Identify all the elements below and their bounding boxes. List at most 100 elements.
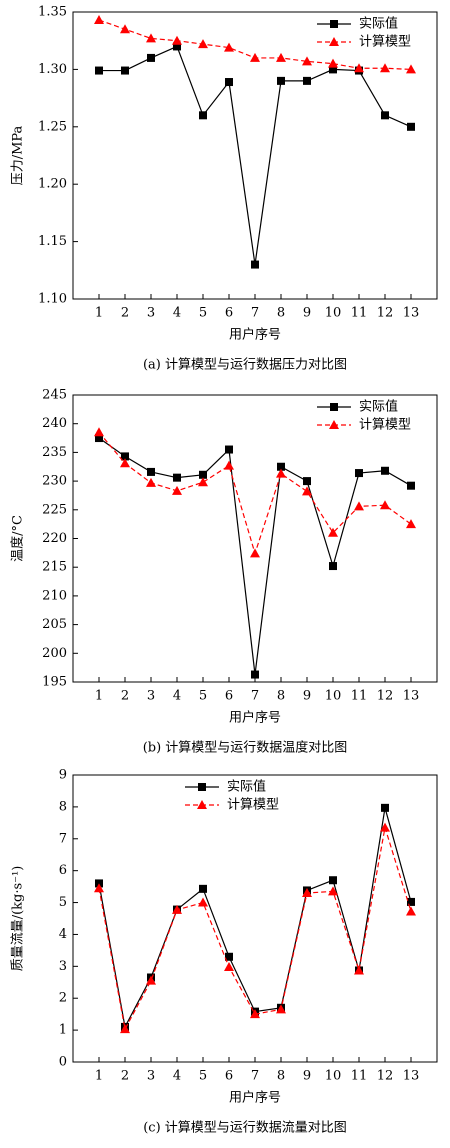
series-line xyxy=(98,807,412,1029)
x-tick-label: 7 xyxy=(251,306,259,321)
marker xyxy=(94,15,104,25)
marker xyxy=(224,961,234,971)
x-tick-label: 1 xyxy=(95,1069,103,1084)
legend-marker xyxy=(330,20,338,28)
marker xyxy=(277,76,285,85)
x-tick-label: 6 xyxy=(225,306,233,321)
marker xyxy=(198,477,208,487)
marker xyxy=(199,470,207,479)
marker xyxy=(329,65,337,74)
marker xyxy=(276,1004,286,1014)
legend-marker xyxy=(197,800,207,809)
y-tick-label: 2 xyxy=(59,991,67,1006)
marker xyxy=(250,52,260,62)
marker xyxy=(95,434,103,443)
x-tick-label: 5 xyxy=(199,689,207,704)
x-tick-label: 5 xyxy=(199,1069,207,1084)
marker xyxy=(381,803,389,812)
marker xyxy=(328,527,338,537)
marker xyxy=(276,468,286,478)
marker xyxy=(277,462,285,471)
y-tick-label: 215 xyxy=(42,560,67,575)
legend-marker xyxy=(198,783,206,791)
x-tick-label: 3 xyxy=(147,689,155,704)
legend-marker xyxy=(329,37,339,46)
x-tick-label: 9 xyxy=(303,306,311,321)
marker xyxy=(302,887,312,897)
x-tick-label: 13 xyxy=(403,1069,420,1084)
x-tick-label: 1 xyxy=(95,689,103,704)
caption: (b) 计算模型与运行数据温度对比图 xyxy=(143,740,348,756)
marker xyxy=(224,460,234,470)
y-tick-label: 245 xyxy=(42,388,67,403)
marker xyxy=(94,427,104,437)
marker xyxy=(381,466,389,475)
marker xyxy=(224,42,234,52)
marker xyxy=(407,481,415,490)
marker xyxy=(199,884,207,893)
marker xyxy=(146,477,156,487)
y-tick-label: 200 xyxy=(42,646,67,661)
marker xyxy=(407,897,415,906)
marker xyxy=(381,111,389,120)
marker xyxy=(95,66,103,75)
y-tick-label: 1.35 xyxy=(38,5,67,20)
marker xyxy=(380,500,390,510)
x-tick-label: 8 xyxy=(277,689,285,704)
y-tick-label: 6 xyxy=(59,863,67,878)
x-tick-label: 9 xyxy=(303,1069,311,1084)
marker xyxy=(199,111,207,120)
y-tick-label: 1.15 xyxy=(38,234,67,249)
y-tick-label: 1 xyxy=(59,1023,67,1038)
y-tick-label: 1.10 xyxy=(38,292,67,307)
x-tick-label: 10 xyxy=(325,306,342,321)
marker xyxy=(172,485,182,495)
legend-label: 计算模型 xyxy=(227,798,279,813)
marker xyxy=(120,1024,130,1034)
x-tick-label: 6 xyxy=(225,1069,233,1084)
y-tick-label: 9 xyxy=(59,768,67,783)
x-tick-label: 2 xyxy=(121,306,129,321)
y-tick-label: 3 xyxy=(59,959,67,974)
series-line xyxy=(98,827,412,1031)
marker xyxy=(380,822,390,832)
y-tick-label: 1.25 xyxy=(38,119,67,134)
x-tick-label: 2 xyxy=(121,1069,129,1084)
x-tick-label: 12 xyxy=(377,1069,394,1084)
legend-marker xyxy=(329,420,339,429)
x-tick-label: 1 xyxy=(95,306,103,321)
y-axis-label: 压力/MPa xyxy=(11,125,26,185)
x-tick-label: 3 xyxy=(147,306,155,321)
x-tick-label: 9 xyxy=(303,689,311,704)
marker xyxy=(172,35,182,45)
x-tick-label: 11 xyxy=(351,1069,368,1084)
marker xyxy=(354,501,364,511)
marker xyxy=(121,452,129,461)
x-tick-label: 4 xyxy=(173,1069,181,1084)
marker xyxy=(172,904,182,914)
x-axis-label: 用户序号 xyxy=(229,1090,281,1106)
marker xyxy=(302,486,312,496)
marker xyxy=(198,39,208,49)
y-tick-label: 1.30 xyxy=(38,62,67,77)
marker xyxy=(406,519,416,529)
marker xyxy=(147,467,155,476)
marker xyxy=(198,897,208,907)
marker xyxy=(225,952,233,961)
caption: (a) 计算模型与运行数据压力对比图 xyxy=(143,358,347,373)
x-tick-label: 4 xyxy=(173,306,181,321)
x-tick-label: 12 xyxy=(377,306,394,321)
y-tick-label: 230 xyxy=(42,474,67,489)
x-tick-label: 11 xyxy=(351,689,368,704)
y-tick-label: 240 xyxy=(42,416,67,431)
y-axis-label: 质量流量/(kg·s⁻¹) xyxy=(11,866,26,972)
legend-marker xyxy=(330,403,338,411)
x-tick-label: 13 xyxy=(403,689,420,704)
marker xyxy=(329,562,337,571)
legend-label: 实际值 xyxy=(227,779,266,795)
x-tick-label: 6 xyxy=(225,689,233,704)
y-tick-label: 8 xyxy=(59,799,67,814)
y-axis-label: 温度/°C xyxy=(10,515,26,562)
marker xyxy=(121,66,129,75)
